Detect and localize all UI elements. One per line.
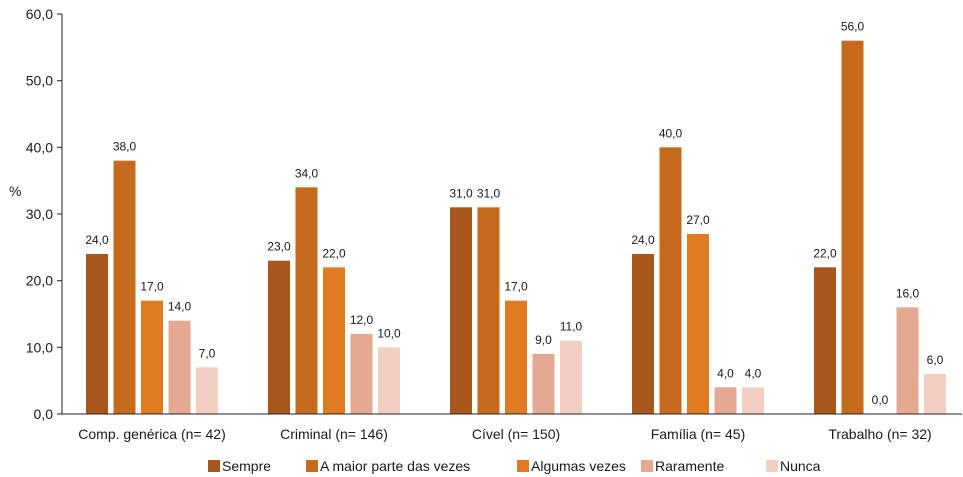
- bar-value-label: 9,0: [535, 333, 552, 347]
- bar-value-label: 31,0: [449, 186, 473, 200]
- legend-swatch: [766, 460, 778, 472]
- legend-label: Raramente: [655, 458, 724, 474]
- bar: [196, 367, 218, 414]
- category-label: Cível (n= 150): [472, 426, 560, 442]
- category-label: Comp. genérica (n= 42): [78, 426, 225, 442]
- bar-value-label: 12,0: [350, 313, 374, 327]
- legend-label: Sempre: [222, 458, 271, 474]
- bar: [632, 254, 654, 414]
- y-tick-label: 60,0: [26, 6, 53, 22]
- bar: [714, 387, 737, 414]
- bars: [86, 40, 946, 415]
- bar-value-label: 22,0: [322, 246, 346, 260]
- bar-value-label: 40,0: [659, 126, 683, 140]
- bar: [450, 207, 472, 414]
- bar: [924, 374, 946, 414]
- bar: [350, 334, 373, 414]
- legend: Sempre A maior parte das vezes Algumas vez…: [208, 458, 821, 474]
- bar: [841, 40, 864, 415]
- bar: [742, 387, 764, 414]
- bar: [896, 307, 919, 414]
- legend-label: Algumas vezes: [531, 458, 626, 474]
- bar: [113, 160, 136, 414]
- category-label: Criminal (n= 146): [280, 426, 388, 442]
- y-axis: 0,0 10,0 20,0 30,0 40,0 50,0 60,0: [26, 6, 63, 422]
- bar: [168, 320, 191, 414]
- legend-swatch: [641, 460, 653, 472]
- bar: [814, 267, 836, 414]
- bar-value-label: 31,0: [477, 186, 501, 200]
- legend-label: A maior parte das vezes: [320, 458, 470, 474]
- legend-label: Nunca: [780, 458, 821, 474]
- bar-value-label: 27,0: [686, 213, 710, 227]
- bar: [378, 347, 400, 414]
- y-tick-label: 40,0: [26, 139, 53, 155]
- bar-value-label: 11,0: [560, 320, 583, 334]
- category-label: Trabalho (n= 32): [828, 426, 931, 442]
- legend-swatch: [306, 460, 318, 472]
- bar-value-label: 14,0: [168, 300, 192, 314]
- bar: [687, 234, 709, 414]
- bar: [659, 147, 682, 415]
- value-labels: 24,0 38,0 17,0 14,0 7,0 23,0 34,0 22,0 12,010,0 3…: [85, 20, 943, 407]
- bar-value-label: 24,0: [631, 233, 655, 247]
- y-tick-label: 50,0: [26, 73, 53, 89]
- bar: [268, 260, 290, 414]
- bar-value-label: 17,0: [504, 280, 528, 294]
- y-tick-label: 0,0: [34, 406, 54, 422]
- x-axis: Comp. genérica (n= 42) Criminal (n= 146) C…: [62, 413, 962, 442]
- bar-value-label: 24,0: [85, 233, 109, 247]
- bar: [323, 267, 345, 414]
- bar-value-label: 34,0: [295, 166, 319, 180]
- bar-value-label: 22,0: [813, 246, 837, 260]
- bar-value-label: 23,0: [267, 240, 291, 254]
- bar: [532, 354, 555, 414]
- category-label: Família (n= 45): [651, 426, 746, 442]
- bar-value-label: 17,0: [140, 280, 164, 294]
- bar-value-label: 16,0: [896, 286, 920, 300]
- y-tick-label: 20,0: [26, 273, 53, 289]
- y-tick-label: 10,0: [26, 339, 53, 355]
- bar-value-label: 10,0: [377, 326, 401, 340]
- bar: [295, 187, 318, 414]
- bar: [86, 254, 108, 414]
- bar-value-label: 0,0: [872, 393, 889, 407]
- bar: [477, 207, 500, 414]
- bar: [141, 300, 163, 414]
- bar-value-label: 38,0: [113, 140, 137, 154]
- bar-value-label: 6,0: [927, 353, 944, 367]
- legend-swatch: [517, 460, 529, 472]
- bar: [505, 300, 527, 414]
- legend-swatch: [208, 460, 220, 472]
- y-tick-label: 30,0: [26, 206, 53, 222]
- bar-value-label: 56,0: [841, 20, 865, 34]
- bar-value-label: 7,0: [199, 346, 216, 360]
- y-axis-title: %: [9, 183, 21, 199]
- bar-value-label: 4,0: [745, 366, 762, 380]
- bar: [560, 340, 582, 414]
- bar-value-label: 4,0: [717, 366, 734, 380]
